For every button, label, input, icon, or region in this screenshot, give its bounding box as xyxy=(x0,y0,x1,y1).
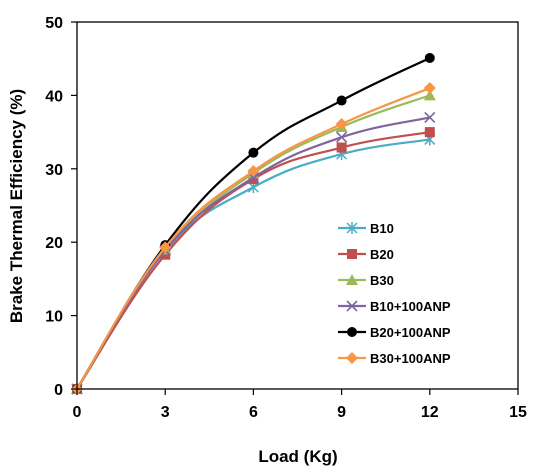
legend-item-b30: B30 xyxy=(338,273,394,288)
legend-label: B30 xyxy=(370,273,394,288)
data-point-b20-100anp xyxy=(336,95,347,106)
data-point-b30-100anp xyxy=(159,241,172,254)
legend-marker xyxy=(346,352,358,364)
x-tick-label: 12 xyxy=(421,404,439,421)
legend-marker xyxy=(346,274,358,285)
legend-item-b20: B20 xyxy=(338,247,394,262)
y-tick-label: 0 xyxy=(54,382,63,399)
x-axis-title: Load (Kg) xyxy=(258,447,337,466)
legend-label: B20 xyxy=(370,247,394,262)
data-point-b30-100anp xyxy=(335,118,348,131)
data-point-b30-100anp xyxy=(247,165,260,178)
plot-frame xyxy=(76,21,519,390)
series-layer xyxy=(71,52,436,395)
x-tick-label: 6 xyxy=(249,404,258,421)
x-tick-label: 3 xyxy=(161,404,170,421)
legend-label: B30+100ANP xyxy=(370,351,451,366)
x-tick-label: 9 xyxy=(337,404,346,421)
x-tick-label: 15 xyxy=(509,404,527,421)
y-tick-label: 10 xyxy=(45,309,63,326)
x-tick-label: 0 xyxy=(73,404,82,421)
legend-label: B10 xyxy=(370,221,394,236)
legend-label: B20+100ANP xyxy=(370,325,451,340)
y-axis-title: Brake Thermal Efficiency (%) xyxy=(7,89,26,323)
data-point-b20 xyxy=(248,174,259,185)
legend-item-b20-100anp: B20+100ANP xyxy=(338,325,451,340)
y-tick-label: 20 xyxy=(45,235,63,252)
legend-marker xyxy=(347,327,357,337)
legend-item-b10-100anp: B10+100ANP xyxy=(338,299,451,314)
legend-label: B10+100ANP xyxy=(370,299,451,314)
legend-marker xyxy=(346,222,358,234)
data-point-b10-100anp xyxy=(336,131,348,143)
data-point-b30-100anp xyxy=(423,82,436,95)
y-tick-label: 30 xyxy=(45,162,63,179)
legend: B10 B20 B30 B10+100ANP B20+100ANP B30+100ANP xyxy=(338,221,451,366)
axis-layer: 0 3 6 9 12 15 0 10 20 30 40 50 xyxy=(45,15,527,421)
y-tick-label: 40 xyxy=(45,88,63,105)
data-point-b30 xyxy=(423,89,436,101)
legend-item-b10: B10 xyxy=(338,221,394,236)
legend-item-b30-100anp: B30+100ANP xyxy=(338,351,451,366)
legend-marker xyxy=(347,249,357,259)
data-point-b20 xyxy=(160,249,171,260)
data-point-b20-100anp xyxy=(248,147,259,158)
data-point-b20 xyxy=(336,142,347,153)
series-line-b30-100anp xyxy=(76,87,431,390)
data-point-b20-100anp xyxy=(424,52,435,63)
legend-marker xyxy=(346,300,358,312)
data-point-b20 xyxy=(424,127,435,138)
data-point-b10-100anp xyxy=(424,111,436,123)
y-tick-label: 50 xyxy=(45,15,63,32)
